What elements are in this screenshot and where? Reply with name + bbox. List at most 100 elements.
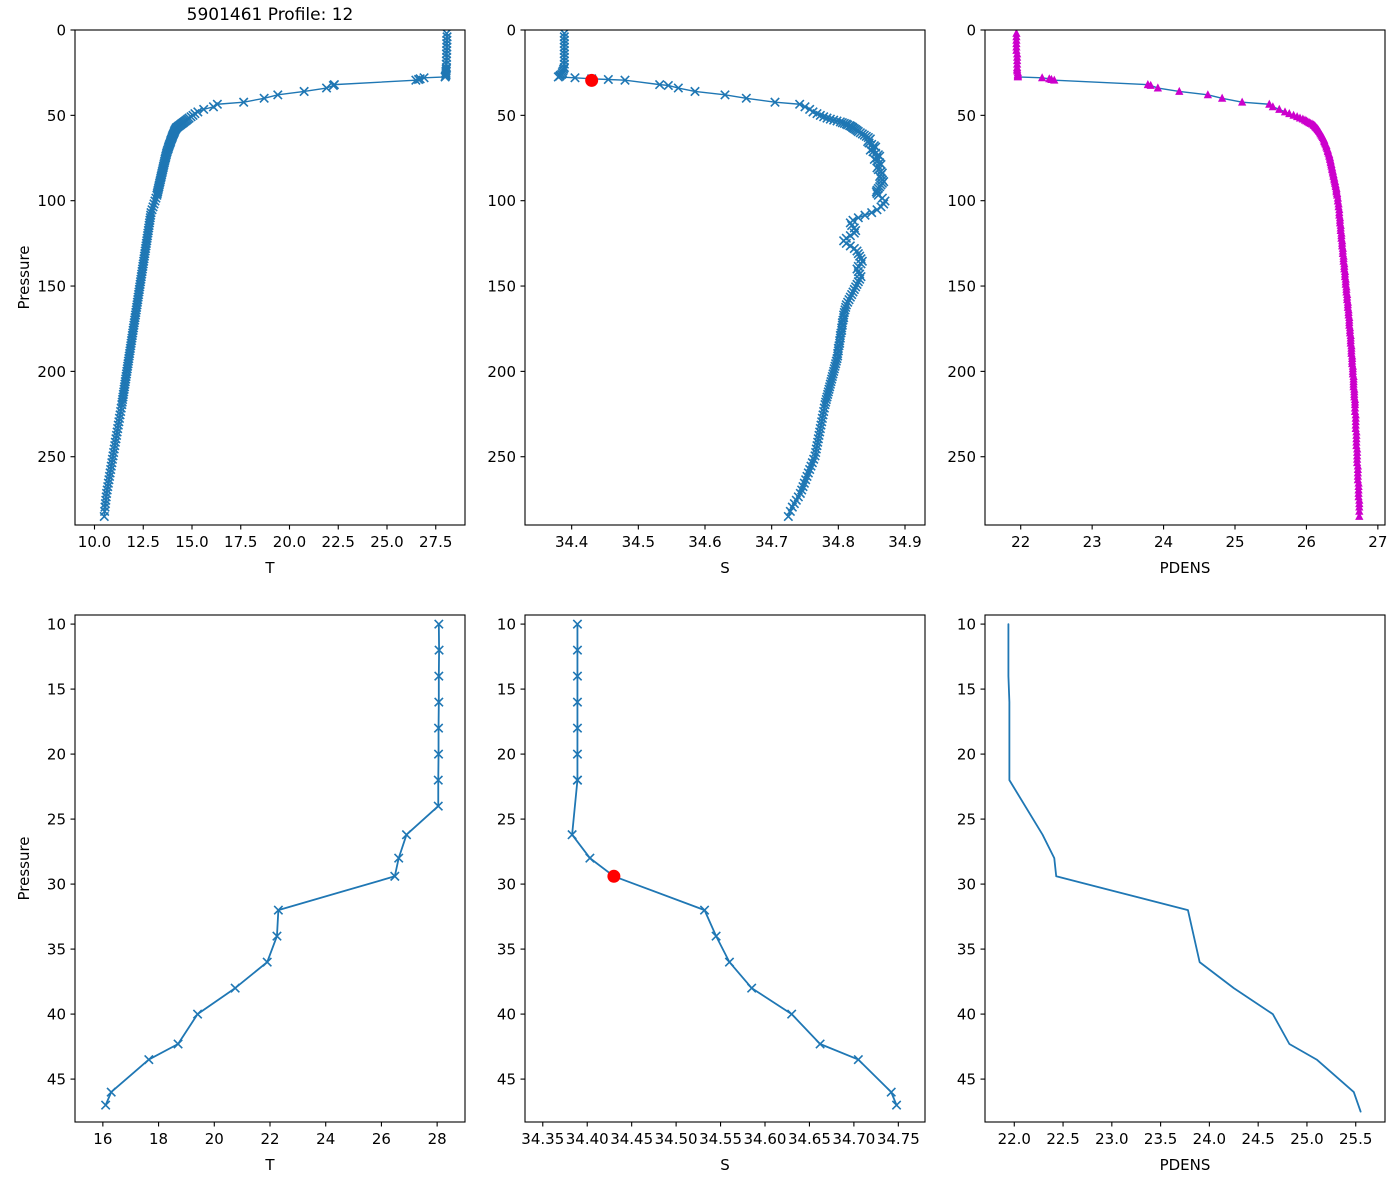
y-tick-label: 20 — [497, 746, 516, 764]
x-tick-label: 20.0 — [273, 533, 306, 551]
axes-frame — [984, 29, 1386, 526]
chart-title: 5901461 Profile: 12 — [187, 5, 354, 25]
x-tick-label: 24.0 — [1193, 1130, 1226, 1148]
y-tick-label: 40 — [497, 1006, 516, 1024]
plot-data-area — [99, 30, 452, 522]
y-tick-label: 50 — [47, 107, 66, 125]
y-tick-label: 25 — [47, 811, 66, 829]
y-tick-label: 30 — [957, 876, 976, 894]
x-tick-label: 25.5 — [1339, 1130, 1372, 1148]
x-tick-label: 12.5 — [127, 533, 160, 551]
series-markers-s — [553, 30, 890, 522]
y-tick-label: 15 — [47, 681, 66, 699]
x-tick-label: 34.45 — [610, 1130, 653, 1148]
y-tick-label: 40 — [47, 1006, 66, 1024]
x-axis-label: T — [264, 559, 275, 577]
series-line-t — [103, 32, 448, 518]
x-tick-label: 23 — [1083, 533, 1102, 551]
series-markers-pdens — [1012, 30, 1364, 520]
x-tick-label: 22.5 — [322, 533, 355, 551]
series-line-t — [104, 623, 440, 1106]
x-tick-label: 34.70 — [832, 1130, 875, 1148]
x-axis-label: PDENS — [1160, 1156, 1211, 1174]
x-tick-label: 28 — [428, 1130, 447, 1148]
x-tick-label: 34.4 — [555, 533, 588, 551]
y-tick-label: 150 — [487, 278, 516, 296]
x-axis-label: S — [720, 1156, 730, 1174]
y-tick-label: 250 — [947, 448, 976, 466]
plot-data-area — [567, 619, 902, 1110]
flagged-point — [585, 73, 599, 87]
y-tick-label: 35 — [957, 941, 976, 959]
x-tick-label: 22.5 — [1046, 1130, 1079, 1148]
x-tick-label: 23.0 — [1095, 1130, 1128, 1148]
x-tick-label: 22 — [1011, 533, 1030, 551]
x-tick-label: 25.0 — [1290, 1130, 1323, 1148]
y-tick-label: 35 — [47, 941, 66, 959]
x-axis-label: PDENS — [1160, 559, 1211, 577]
x-tick-label: 34.50 — [655, 1130, 698, 1148]
y-tick-label: 10 — [957, 616, 976, 634]
y-axis-label: Pressure — [15, 836, 33, 900]
x-tick-label: 34.55 — [699, 1130, 742, 1148]
x-axis-label: T — [264, 1156, 275, 1174]
y-tick-label: 200 — [947, 363, 976, 381]
axes-frame — [524, 614, 926, 1123]
x-tick-label: 25 — [1225, 533, 1244, 551]
x-tick-label: 20 — [205, 1130, 224, 1148]
x-tick-label: 15.0 — [175, 533, 208, 551]
x-tick-label: 22 — [260, 1130, 279, 1148]
y-tick-label: 25 — [497, 811, 516, 829]
x-tick-label: 34.5 — [622, 533, 655, 551]
y-tick-label: 0 — [506, 22, 516, 40]
y-tick-label: 100 — [947, 192, 976, 210]
y-tick-label: 50 — [957, 107, 976, 125]
series-line-s — [571, 623, 898, 1106]
x-tick-label: 34.6 — [688, 533, 721, 551]
series-markers-t — [100, 619, 444, 1110]
y-tick-label: 150 — [947, 278, 976, 296]
y-tick-label: 45 — [957, 1071, 976, 1089]
y-tick-label: 200 — [487, 363, 516, 381]
x-tick-label: 17.5 — [224, 533, 257, 551]
series-markers-s — [567, 619, 902, 1110]
x-tick-label: 34.75 — [877, 1130, 920, 1148]
x-tick-label: 34.40 — [566, 1130, 609, 1148]
x-tick-label: 24 — [1154, 533, 1173, 551]
x-tick-label: 34.7 — [755, 533, 788, 551]
y-tick-label: 10 — [47, 616, 66, 634]
y-tick-label: 15 — [957, 681, 976, 699]
flagged-point — [607, 869, 621, 883]
axes-frame — [524, 29, 926, 526]
panel-bottom-temperature: 16 18 20 22 24 26 28 10 15 20 25 30 35 40 45 T Pressure — [0, 600, 480, 1200]
x-tick-label: 16 — [93, 1130, 112, 1148]
x-tick-label: 18 — [149, 1130, 168, 1148]
x-tick-label: 34.35 — [521, 1130, 564, 1148]
plot-data-area — [100, 619, 444, 1110]
y-tick-label: 35 — [497, 941, 516, 959]
x-tick-label: 23.5 — [1144, 1130, 1177, 1148]
axes-frame — [74, 29, 466, 526]
y-tick-label: 30 — [497, 876, 516, 894]
y-axis-label: Pressure — [15, 245, 33, 309]
series-line-pdens — [1007, 623, 1362, 1113]
x-tick-label: 34.9 — [888, 533, 921, 551]
x-tick-label: 34.8 — [822, 533, 855, 551]
x-tick-label: 24.5 — [1241, 1130, 1274, 1148]
series-line-s — [557, 32, 886, 518]
y-tick-label: 250 — [487, 448, 516, 466]
series-line-pdens — [1015, 32, 1360, 518]
y-tick-label: 45 — [497, 1071, 516, 1089]
y-tick-label: 15 — [497, 681, 516, 699]
y-tick-label: 0 — [56, 22, 66, 40]
axes-frame — [984, 614, 1386, 1123]
y-tick-label: 200 — [37, 363, 66, 381]
x-tick-label: 34.65 — [788, 1130, 831, 1148]
axes-frame — [74, 614, 466, 1123]
x-tick-label: 22.0 — [998, 1130, 1031, 1148]
y-tick-label: 25 — [957, 811, 976, 829]
x-tick-label: 34.60 — [744, 1130, 787, 1148]
plot-data-area — [1007, 623, 1362, 1113]
x-tick-label: 27.5 — [419, 533, 452, 551]
